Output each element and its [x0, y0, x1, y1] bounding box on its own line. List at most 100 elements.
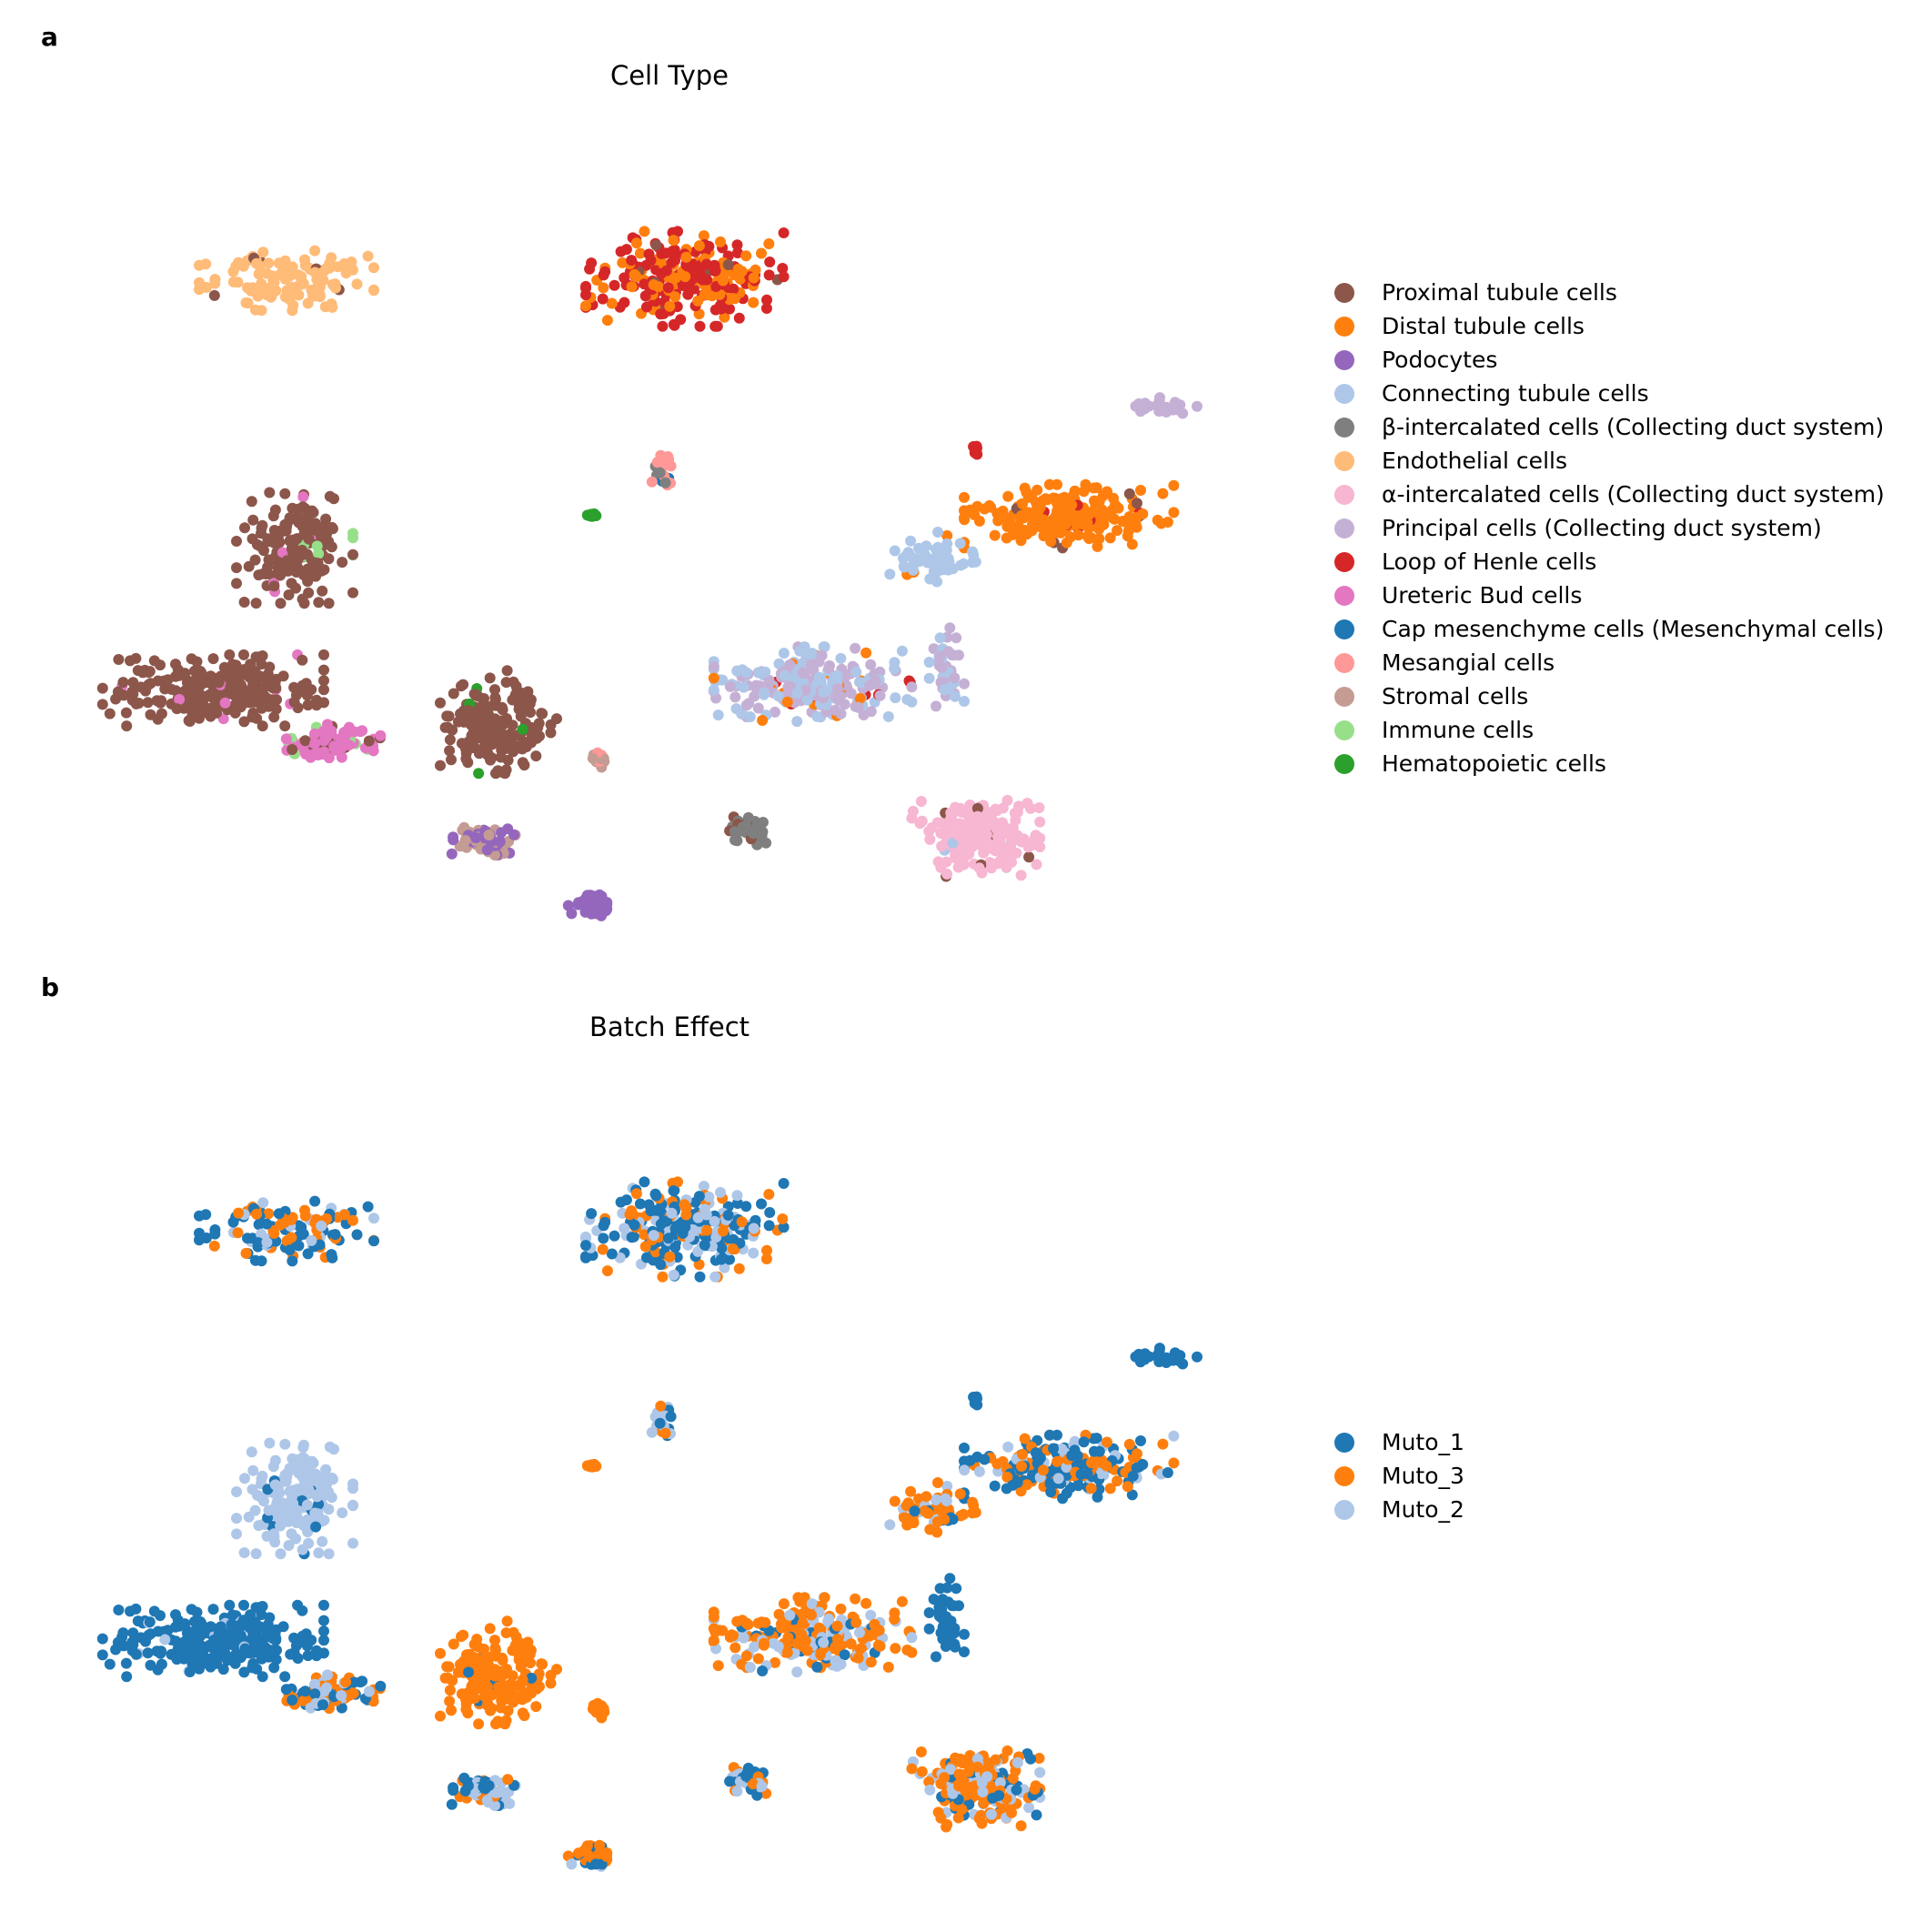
scatter-point	[709, 1215, 720, 1227]
scatter-point	[316, 1220, 327, 1232]
scatter-point	[263, 1208, 275, 1220]
legend-label: Hematopoietic cells	[1382, 750, 1606, 777]
scatter-point	[1157, 488, 1169, 499]
scatter-point	[946, 1600, 958, 1612]
scatter-point	[692, 295, 704, 307]
scatter-point	[219, 1647, 231, 1659]
scatter-point	[952, 861, 964, 873]
scatter-point	[446, 754, 457, 766]
legend-item: α-intercalated cells (Collecting duct sy…	[1323, 478, 1885, 511]
scatter-point	[1078, 486, 1090, 498]
scatter-point	[347, 1478, 358, 1490]
scatter-point	[736, 708, 748, 719]
scatter-point	[302, 1650, 314, 1662]
scatter-point	[257, 1671, 268, 1683]
scatter-point	[209, 1228, 221, 1240]
scatter-point	[309, 738, 321, 750]
scatter-point	[282, 560, 294, 572]
scatter-point	[194, 1210, 205, 1222]
scatter-point	[318, 1625, 329, 1637]
scatter-point	[587, 752, 599, 764]
scatter-point	[253, 287, 264, 298]
scatter-plot-cell-type	[96, 226, 1202, 921]
scatter-point	[496, 1680, 508, 1692]
scatter-point	[626, 281, 638, 293]
scatter-point	[501, 665, 513, 677]
scatter-point	[1104, 532, 1116, 544]
legend-marker	[1334, 383, 1354, 404]
scatter-point	[655, 1259, 667, 1271]
scatter-point	[801, 1645, 813, 1656]
scatter-point	[250, 598, 262, 609]
scatter-point	[654, 467, 666, 478]
scatter-point	[708, 1611, 719, 1623]
scatter-point	[620, 1194, 632, 1206]
scatter-point	[347, 1214, 358, 1226]
scatter-point	[435, 760, 446, 771]
legend-label: α-intercalated cells (Collecting duct sy…	[1382, 481, 1885, 508]
scatter-point	[731, 665, 743, 677]
panel-title-batch-effect: Batch Effect	[589, 1011, 750, 1042]
scatter-point	[949, 672, 961, 684]
scatter-point	[666, 1207, 678, 1219]
scatter-point	[639, 1241, 651, 1253]
scatter-point	[874, 689, 886, 701]
scatter-point	[286, 1232, 297, 1243]
scatter-point	[287, 305, 298, 317]
scatter-point	[362, 1201, 374, 1213]
scatter-point	[634, 1198, 646, 1210]
scatter-point	[731, 1615, 743, 1627]
scatter-point	[959, 491, 970, 503]
scatter-point	[545, 1677, 557, 1689]
scatter-point	[597, 1243, 609, 1255]
scatter-point	[174, 693, 186, 705]
scatter-point	[309, 1507, 321, 1519]
scatter-point	[609, 279, 620, 291]
scatter-point	[256, 1255, 267, 1267]
scatter-point	[976, 826, 988, 838]
scatter-point	[740, 1770, 752, 1782]
scatter-point	[757, 1665, 769, 1676]
scatter-point	[508, 676, 519, 688]
scatter-point	[238, 597, 250, 608]
scatter-point	[759, 687, 770, 699]
scatter-point	[152, 675, 164, 687]
scatter-point	[951, 632, 962, 644]
legend-label: Proximal tubule cells	[1382, 279, 1617, 306]
scatter-point	[1021, 528, 1032, 540]
scatter-point	[302, 1525, 314, 1537]
scatter-point	[830, 1641, 841, 1653]
scatter-point	[468, 1677, 479, 1689]
scatter-point	[140, 685, 151, 697]
scatter-point	[194, 712, 205, 724]
scatter-point	[209, 1653, 221, 1665]
scatter-point	[239, 692, 251, 704]
scatter-point	[799, 1592, 810, 1604]
legend-item: Loop of Henle cells	[1323, 545, 1885, 579]
scatter-point	[302, 1248, 314, 1260]
scatter-point	[264, 1612, 276, 1624]
scatter-point	[953, 830, 965, 841]
scatter-point	[264, 487, 276, 498]
scatter-point	[958, 1508, 970, 1520]
legend-marker	[1334, 719, 1354, 740]
scatter-point	[719, 311, 730, 323]
scatter-point	[327, 1252, 338, 1263]
scatter-point	[1102, 486, 1112, 498]
scatter-point	[823, 662, 835, 674]
scatter-point	[277, 1497, 288, 1509]
scatter-point	[923, 1623, 935, 1635]
scatter-point	[200, 282, 212, 293]
scatter-point	[629, 268, 640, 280]
scatter-point	[1157, 1438, 1169, 1450]
scatter-point	[314, 1239, 326, 1251]
scatter-point	[712, 1660, 724, 1672]
scatter-point	[709, 320, 721, 332]
scatter-point	[731, 1786, 743, 1797]
scatter-point	[127, 1639, 139, 1651]
legend-item: Cap mesenchyme cells (Mesenchymal cells)	[1323, 612, 1885, 646]
scatter-point	[363, 1685, 375, 1697]
scatter-point	[590, 1858, 601, 1870]
scatter-point	[806, 1609, 817, 1621]
scatter-point	[1030, 1780, 1041, 1792]
